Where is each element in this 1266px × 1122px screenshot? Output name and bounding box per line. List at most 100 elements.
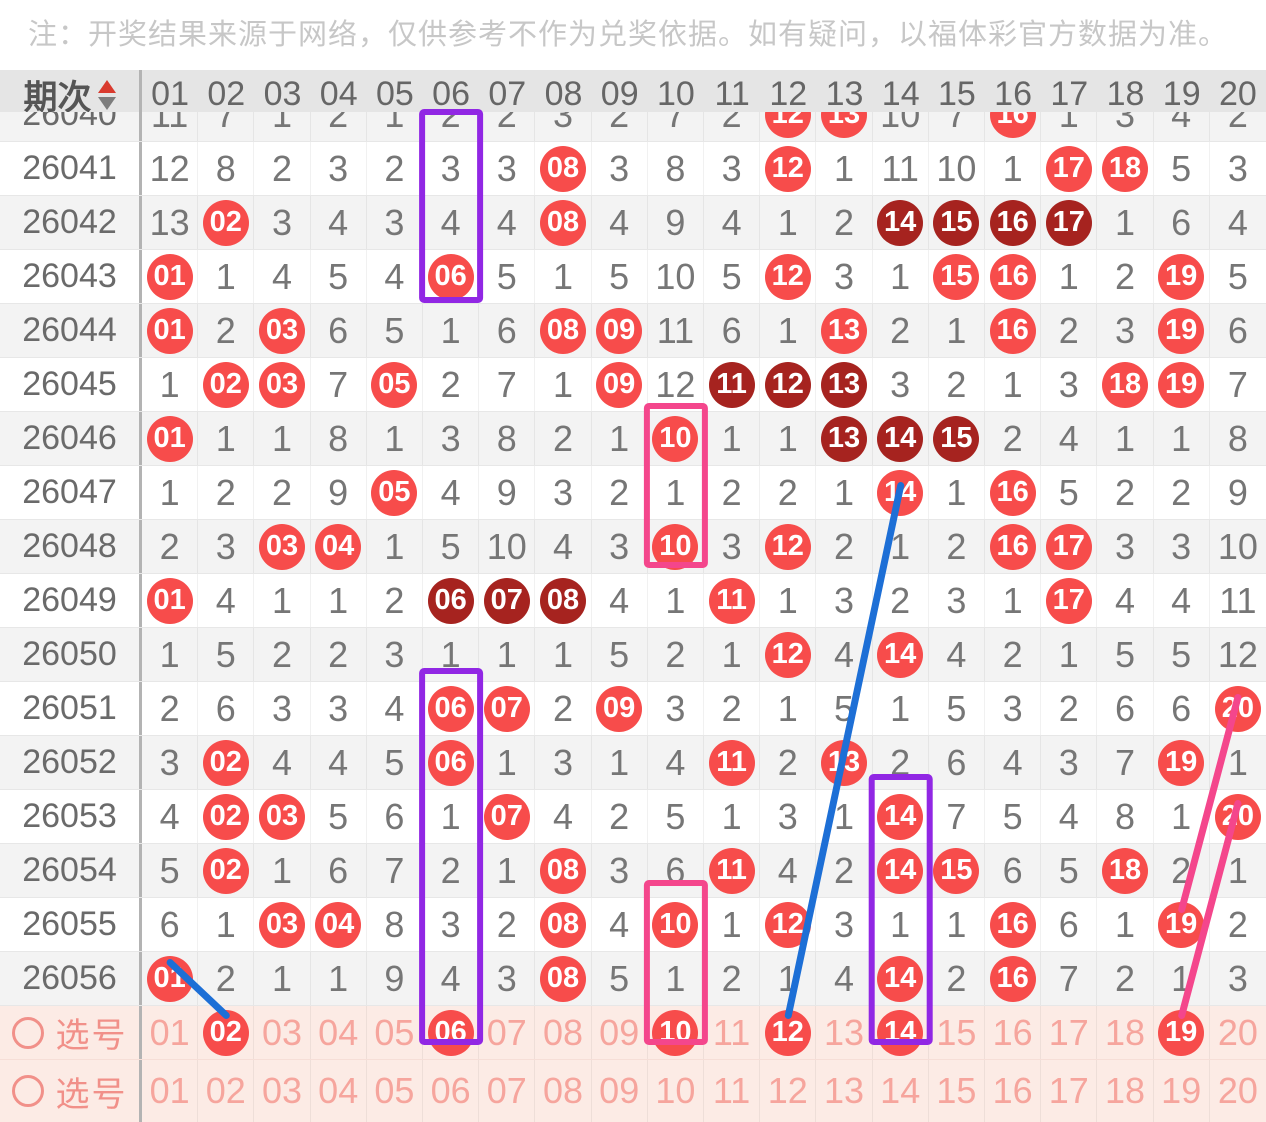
miss-count: 2 bbox=[833, 849, 854, 891]
pick-cell[interactable]: 03 bbox=[254, 1060, 311, 1122]
pick-cell[interactable]: 01 bbox=[142, 1006, 199, 1059]
pick-cell[interactable]: 14 bbox=[873, 1060, 929, 1122]
pick-cell[interactable]: 17 bbox=[1041, 1006, 1098, 1059]
pick-cell[interactable]: 09 bbox=[592, 1060, 648, 1122]
miss-count: 6 bbox=[159, 903, 180, 945]
cell: 15 bbox=[929, 412, 985, 465]
pick-cell[interactable]: 05 bbox=[367, 1006, 423, 1059]
pick-cell[interactable]: 15 bbox=[929, 1006, 985, 1059]
pick-cell[interactable]: 12 bbox=[760, 1006, 817, 1059]
pick-cell[interactable]: 06 bbox=[423, 1006, 480, 1059]
miss-count: 3 bbox=[552, 112, 573, 135]
pick-cell[interactable]: 10 bbox=[648, 1060, 704, 1122]
miss-count: 11 bbox=[881, 147, 919, 189]
period-header-label: 期次 bbox=[23, 79, 92, 117]
pick-cell[interactable]: 05 bbox=[367, 1060, 423, 1122]
pick-cell[interactable]: 11 bbox=[704, 1060, 761, 1122]
pick-cell[interactable]: 12 bbox=[760, 1060, 817, 1122]
miss-count: 5 bbox=[328, 795, 349, 837]
miss-count: 3 bbox=[496, 957, 517, 999]
miss-count: 9 bbox=[328, 471, 349, 513]
miss-count: 5 bbox=[946, 687, 967, 729]
miss-count: 2 bbox=[1058, 309, 1079, 351]
cell: 4 bbox=[1041, 790, 1098, 843]
miss-count: 5 bbox=[1002, 795, 1023, 837]
pick-radio-circle[interactable] bbox=[11, 1075, 44, 1107]
miss-count: 5 bbox=[1058, 849, 1079, 891]
pick-cell[interactable]: 18 bbox=[1097, 1060, 1154, 1122]
cell: 6 bbox=[311, 304, 367, 357]
pick-cell[interactable]: 06 bbox=[423, 1060, 480, 1122]
pick-cell[interactable]: 03 bbox=[254, 1006, 311, 1059]
pick-number: 19 bbox=[1161, 1070, 1202, 1111]
cell: 03 bbox=[254, 304, 311, 357]
cell: 9 bbox=[648, 196, 704, 249]
pick-cell[interactable]: 09 bbox=[592, 1006, 648, 1059]
cell: 11 bbox=[142, 112, 199, 141]
miss-count: 3 bbox=[1114, 309, 1135, 351]
cell: 3 bbox=[535, 112, 592, 141]
miss-count: 5 bbox=[665, 795, 686, 837]
cell: 3 bbox=[254, 196, 311, 249]
pick-cell[interactable]: 19 bbox=[1154, 1006, 1210, 1059]
pick-cell[interactable]: 14 bbox=[873, 1006, 929, 1059]
red-ball: 13 bbox=[820, 112, 867, 138]
pick-cell[interactable]: 13 bbox=[816, 1006, 873, 1059]
pick-cell[interactable]: 19 bbox=[1154, 1060, 1210, 1122]
miss-count: 8 bbox=[384, 903, 405, 945]
miss-count: 4 bbox=[609, 903, 630, 945]
miss-count: 6 bbox=[384, 795, 405, 837]
pick-number: 17 bbox=[1048, 1011, 1089, 1053]
cell: 20 bbox=[1210, 790, 1266, 843]
pick-cell[interactable]: 16 bbox=[985, 1060, 1042, 1122]
red-ball: 08 bbox=[539, 901, 586, 948]
pick-cell[interactable]: 07 bbox=[479, 1006, 536, 1059]
cell: 5 bbox=[311, 790, 367, 843]
period-cell: 26044 bbox=[0, 304, 142, 357]
cell: 1 bbox=[1154, 412, 1210, 465]
cell: 4 bbox=[592, 574, 648, 627]
pick-cell[interactable]: 08 bbox=[535, 1006, 592, 1059]
pick-cell[interactable]: 20 bbox=[1210, 1006, 1266, 1059]
cell: 2 bbox=[704, 952, 761, 1005]
cell: 12 bbox=[760, 520, 817, 573]
pick-cell[interactable]: 17 bbox=[1041, 1060, 1098, 1122]
pick-cell[interactable]: 01 bbox=[142, 1060, 199, 1122]
pick-cell[interactable]: 15 bbox=[929, 1060, 985, 1122]
miss-count: 2 bbox=[440, 849, 461, 891]
cell: 2 bbox=[1041, 682, 1098, 735]
cell: 5 bbox=[479, 250, 536, 303]
pick-cell[interactable]: 13 bbox=[816, 1060, 873, 1122]
sort-icons bbox=[97, 79, 116, 110]
cell: 06 bbox=[423, 574, 480, 627]
period-cell: 26042 bbox=[0, 196, 142, 249]
pick-cell[interactable]: 04 bbox=[311, 1006, 367, 1059]
pick-cell[interactable]: 16 bbox=[985, 1006, 1042, 1059]
pick-cell[interactable]: 08 bbox=[535, 1060, 592, 1122]
pick-cell[interactable]: 02 bbox=[198, 1006, 255, 1059]
pick-radio-circle[interactable] bbox=[11, 1016, 44, 1049]
miss-count: 2 bbox=[609, 795, 630, 837]
cell: 10 bbox=[648, 250, 704, 303]
cell: 5 bbox=[1154, 628, 1210, 681]
pick-cell[interactable]: 20 bbox=[1210, 1060, 1266, 1122]
miss-count: 1 bbox=[721, 417, 742, 459]
miss-count: 10 bbox=[486, 525, 527, 567]
pick-cell[interactable]: 10 bbox=[648, 1006, 704, 1059]
cell: 2 bbox=[985, 628, 1042, 681]
cell: 3 bbox=[311, 682, 367, 735]
pick-cell[interactable]: 18 bbox=[1097, 1006, 1154, 1059]
miss-count: 4 bbox=[833, 957, 854, 999]
cell: 2 bbox=[704, 466, 761, 519]
red-ball: 03 bbox=[258, 901, 305, 948]
miss-count: 4 bbox=[328, 201, 349, 243]
cell: 01 bbox=[142, 412, 199, 465]
cell: 1 bbox=[198, 250, 255, 303]
pick-cell[interactable]: 11 bbox=[704, 1006, 761, 1059]
miss-count: 8 bbox=[328, 417, 349, 459]
pick-cell[interactable]: 02 bbox=[198, 1060, 255, 1122]
miss-count: 10 bbox=[1217, 525, 1258, 567]
period-column-header[interactable]: 期次 bbox=[0, 70, 142, 119]
pick-cell[interactable]: 07 bbox=[479, 1060, 536, 1122]
pick-cell[interactable]: 04 bbox=[311, 1060, 367, 1122]
